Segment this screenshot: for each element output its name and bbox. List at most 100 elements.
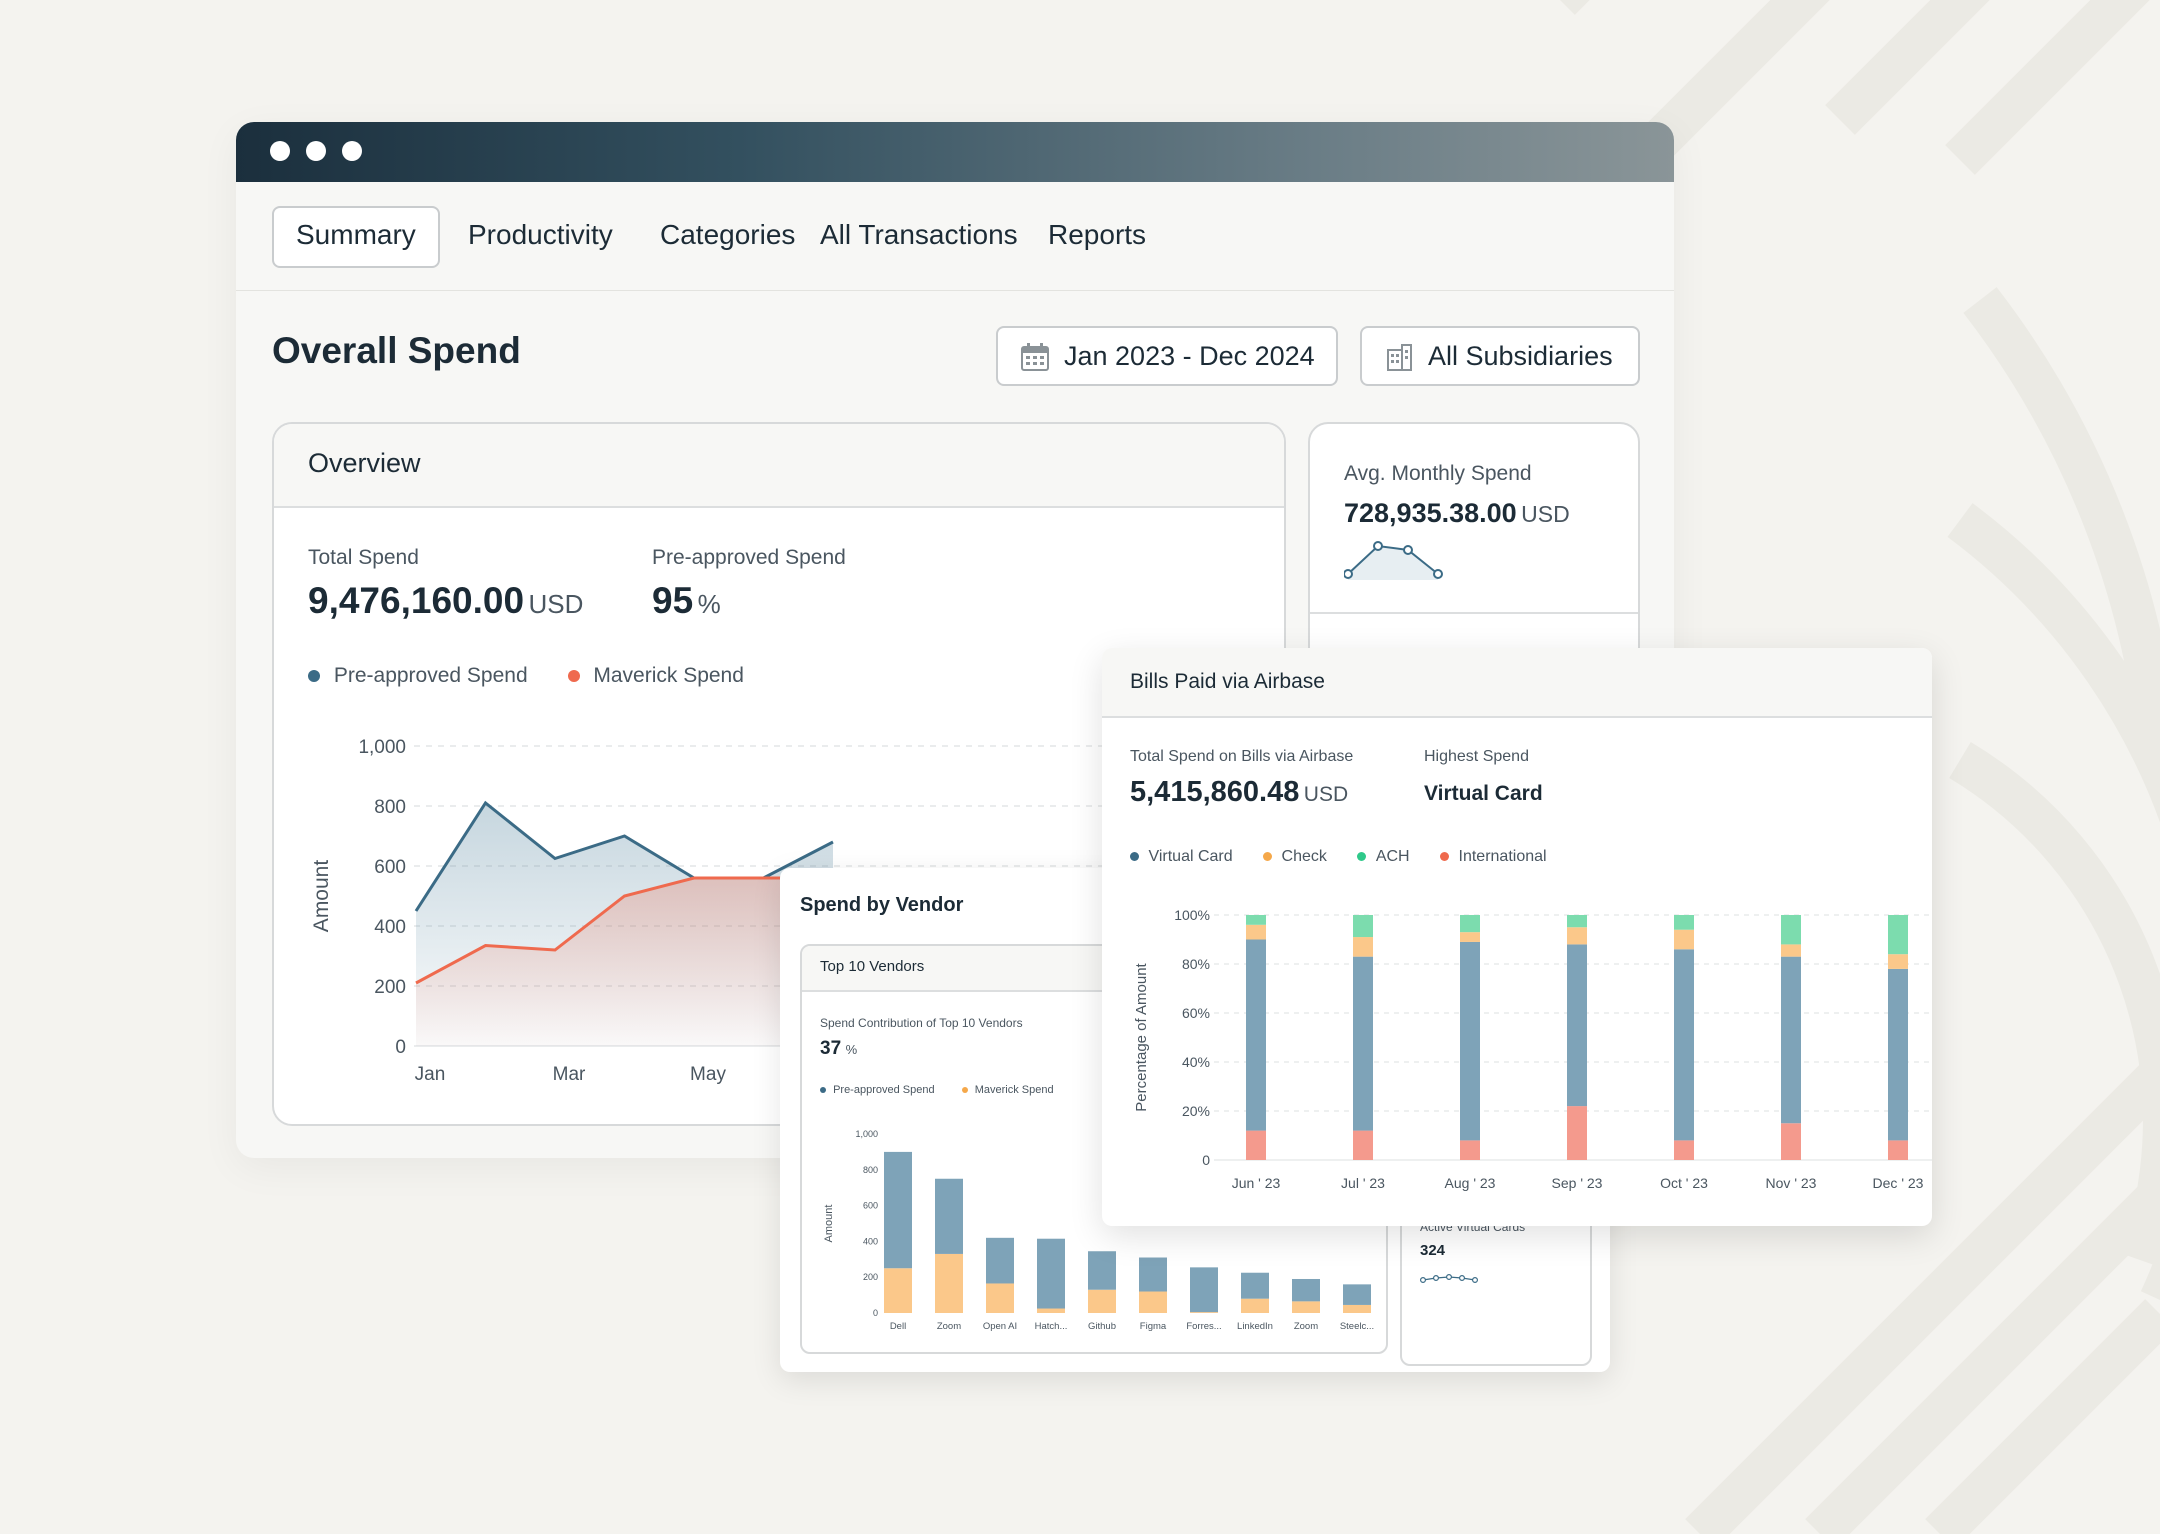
bills-legend-ach: ACH — [1375, 848, 1410, 865]
bills-legend-virtual-card: Virtual Card — [1148, 848, 1233, 865]
vendor-contribution-label: Spend Contribution of Top 10 Vendors — [820, 1016, 1023, 1030]
x-tick-label: Dec ' 23 — [1873, 1175, 1924, 1191]
total-spend-unit: USD — [528, 589, 584, 619]
bar-segment-international — [1460, 1140, 1480, 1160]
vendor-bar-preapproved — [1292, 1278, 1320, 1302]
x-tick-label: Aug ' 23 — [1445, 1175, 1496, 1191]
window-dot-maximize[interactable] — [342, 141, 362, 161]
vendor-legend-preapproved: Pre-approved Spend — [833, 1084, 935, 1096]
total-spend-label: Total Spend — [308, 546, 419, 569]
bar-segment-check — [1460, 932, 1480, 942]
bar-segment-virtual-card — [1781, 956, 1801, 1124]
legend-dot-maverick — [567, 670, 580, 682]
vendor-bar-preapproved — [1190, 1267, 1218, 1313]
bills-highest-value: Virtual Card — [1424, 782, 1543, 805]
vendor-bar-preapproved — [884, 1151, 912, 1269]
bar-segment-international — [1353, 1130, 1373, 1160]
vendor-legend: Pre-approved Spend Maverick Spend — [820, 1084, 1054, 1096]
avg-monthly-unit: USD — [1521, 501, 1570, 527]
avg-monthly-metric: 728,935.38.00 USD — [1344, 498, 1570, 529]
bar-segment-virtual-card — [1567, 944, 1587, 1107]
y-tick-label: 600 — [374, 857, 406, 878]
window-dot-minimize[interactable] — [306, 141, 326, 161]
maverick-line — [415, 876, 833, 985]
tab-reports[interactable]: Reports — [1048, 219, 1147, 250]
y-tick-label: 0 — [395, 1037, 406, 1058]
active-cards-sparkline — [1420, 1273, 1478, 1284]
window-titlebar — [236, 122, 1674, 182]
y-tick-label: 800 — [374, 797, 406, 818]
bar-segment-ach — [1460, 915, 1480, 933]
y-axis-label: Percentage of Amount — [1133, 962, 1150, 1111]
y-tick-label: 400 — [374, 917, 406, 938]
bar-segment-virtual-card — [1674, 949, 1694, 1141]
bills-total-label: Total Spend on Bills via Airbase — [1130, 748, 1354, 765]
bar-segment-international — [1567, 1106, 1587, 1160]
x-tick-label: Nov ' 23 — [1766, 1175, 1817, 1191]
vendor-bar-maverick — [1343, 1304, 1371, 1313]
y-axis-label: Amount — [823, 1205, 835, 1243]
total-spend-metric: 9,476,160.00 USD — [308, 580, 583, 622]
tab-summary[interactable]: Summary — [272, 206, 440, 268]
vendor-bar-preapproved — [1088, 1251, 1116, 1290]
y-tick-label: 1,000 — [358, 737, 406, 758]
y-tick-label: 0 — [873, 1308, 878, 1318]
x-tick-label: Figma — [1140, 1321, 1167, 1332]
date-range-picker[interactable]: Jan 2023 - Dec 2024 — [996, 326, 1338, 386]
overview-header: Overview — [274, 424, 1284, 508]
bar-segment-virtual-card — [1246, 939, 1266, 1131]
vendor-bar-maverick — [1088, 1289, 1116, 1313]
vendor-bar-maverick — [935, 1253, 963, 1313]
y-tick-label: 800 — [863, 1165, 878, 1175]
page-title: Overall Spend — [272, 330, 521, 371]
x-tick-label: May — [690, 1064, 726, 1085]
bills-total-metric: 5,415,860.48 USD — [1130, 776, 1348, 809]
x-tick-label: Jan — [415, 1064, 446, 1085]
y-tick-label: 40% — [1182, 1054, 1210, 1070]
x-tick-label: Forres... — [1186, 1321, 1221, 1332]
x-tick-label: Mar — [553, 1064, 586, 1085]
active-cards-value: 324 — [1420, 1242, 1446, 1259]
bar-segment-check — [1781, 944, 1801, 957]
tab-categories[interactable]: Categories — [660, 219, 796, 250]
preapproved-label: Pre-approved Spend — [652, 546, 846, 569]
x-tick-label: Steelc... — [1340, 1321, 1374, 1332]
preapproved-metric: 95 % — [652, 580, 721, 622]
overview-area-chart: 0 200 400 600 800 1,000 Amount Jan Mar May — [310, 737, 1284, 1085]
tab-all-transactions[interactable]: All Transactions — [820, 219, 1018, 250]
subsidiary-selector[interactable]: All Subsidiaries — [1360, 326, 1640, 386]
tab-bar: Summary Productivity Categories All Tran… — [236, 182, 1674, 291]
bills-legend-dot-virtual-card — [1130, 852, 1139, 861]
vendor-bar-maverick — [1139, 1291, 1167, 1313]
vendor-bar-maverick — [1037, 1308, 1065, 1313]
bar-segment-check — [1567, 927, 1587, 945]
x-tick-label: Github — [1088, 1321, 1116, 1332]
x-tick-label: Zoom — [937, 1321, 961, 1332]
vendor-legend-dot-maverick — [961, 1087, 968, 1093]
vendor-bar-maverick — [1292, 1301, 1320, 1313]
vendor-bar-preapproved — [1037, 1238, 1065, 1309]
bills-legend-check: Check — [1281, 848, 1327, 865]
bills-highest-label: Highest Spend — [1424, 748, 1529, 765]
bills-legend-international: International — [1458, 848, 1547, 865]
date-range-label: Jan 2023 - Dec 2024 — [1064, 341, 1315, 371]
y-tick-label: 80% — [1182, 956, 1210, 972]
bar-segment-check — [1353, 937, 1373, 957]
bar-segment-ach — [1353, 915, 1373, 938]
vendor-legend-maverick: Maverick Spend — [974, 1084, 1054, 1096]
bills-legend-dot-ach — [1357, 852, 1367, 861]
bar-segment-ach — [1246, 915, 1266, 925]
window-dot-close[interactable] — [270, 141, 290, 161]
vendor-card-title: Spend by Vendor — [800, 894, 964, 916]
x-tick-label: Jul ' 23 — [1341, 1175, 1385, 1191]
y-tick-label: 0 — [1202, 1152, 1210, 1168]
building-icon — [1387, 344, 1412, 371]
vendor-bar-chart: 0 200 400 600 800 1,000 Amount Dell Zoom Open AI H… — [823, 1129, 1374, 1332]
x-tick-label: Dell — [890, 1321, 906, 1332]
tab-productivity[interactable]: Productivity — [468, 219, 613, 250]
total-spend-value: 9,476,160.00 — [308, 580, 525, 621]
legend-dot-preapproved — [308, 670, 320, 682]
subsidiary-label: All Subsidiaries — [1428, 341, 1613, 371]
bills-total-value: 5,415,860.48 — [1130, 776, 1300, 808]
bar-segment-virtual-card — [1888, 968, 1908, 1141]
